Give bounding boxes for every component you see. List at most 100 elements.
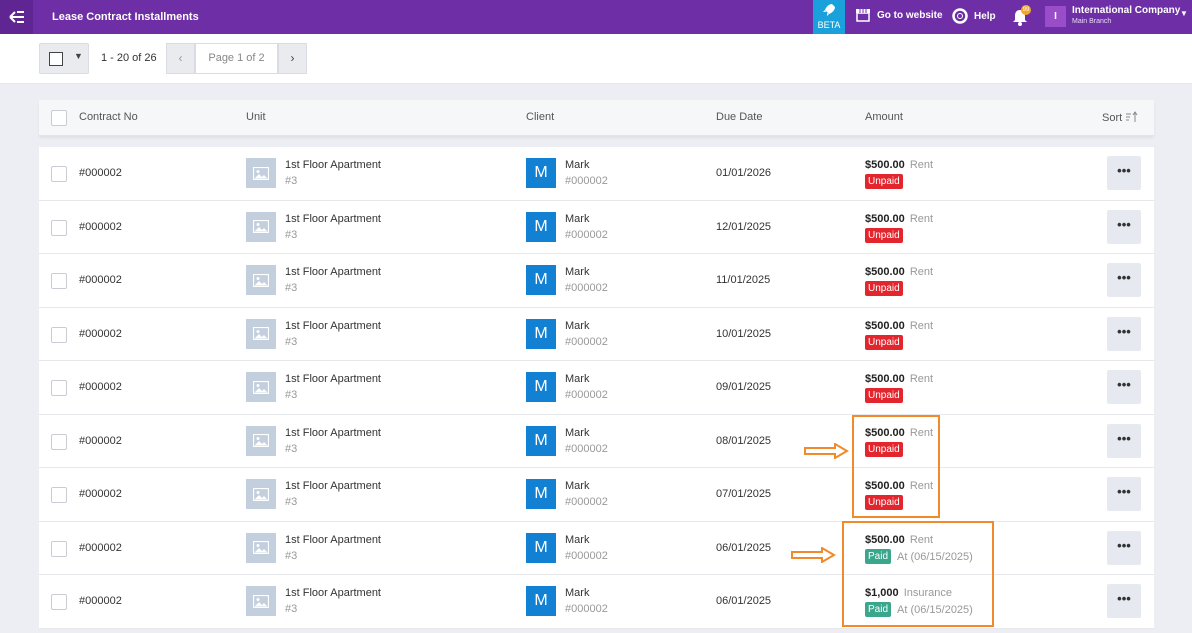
header-contract-no[interactable]: Contract No: [79, 111, 138, 123]
client-avatar: M: [526, 211, 556, 242]
row-checkbox[interactable]: [51, 594, 67, 610]
table-row[interactable]: #000002 1st Floor Apartment #3 M Mark #000002…: [39, 361, 1154, 415]
help-link[interactable]: Help: [952, 8, 996, 24]
unit-name[interactable]: 1st Floor Apartment: [285, 587, 381, 599]
company-avatar[interactable]: I: [1045, 6, 1066, 27]
table-row[interactable]: #000002 1st Floor Apartment #3 M Mark #000002…: [39, 468, 1154, 522]
more-actions-button[interactable]: •••: [1107, 316, 1141, 351]
unit-name[interactable]: 1st Floor Apartment: [285, 266, 381, 278]
client-name[interactable]: Mark: [565, 266, 590, 278]
client-name[interactable]: Mark: [565, 426, 590, 439]
due-date: 07/01/2025: [716, 488, 772, 500]
client-avatar: M: [526, 372, 556, 402]
contract-number[interactable]: #000002: [79, 488, 122, 500]
unit-image: [246, 425, 276, 456]
client-name[interactable]: Mark: [565, 480, 590, 492]
amount-value: $1,000: [865, 587, 899, 599]
row-checkbox[interactable]: [51, 540, 67, 557]
header-checkbox[interactable]: [51, 110, 67, 126]
company-switcher[interactable]: International Company Main Branch: [1072, 5, 1180, 25]
installment-type: Rent: [909, 319, 934, 332]
select-all-checkbox[interactable]: [49, 52, 63, 66]
beta-button[interactable]: BETA: [813, 0, 845, 34]
unit-name[interactable]: 1st Floor Apartment: [285, 212, 381, 225]
menu-toggle-button[interactable]: [0, 0, 33, 34]
unit-name[interactable]: 1st Floor Apartment: [285, 480, 381, 492]
more-actions-button[interactable]: •••: [1107, 584, 1141, 618]
unit-image: [246, 265, 276, 295]
sort-button[interactable]: Sort: [1102, 111, 1139, 124]
more-actions-button[interactable]: •••: [1107, 477, 1141, 511]
table-row[interactable]: #000002 1st Floor Apartment #3 M Mark #000002…: [39, 414, 1154, 468]
notification-badge: 99: [1021, 5, 1031, 15]
table-row[interactable]: #000002 1st Floor Apartment #3 M Mark #000002…: [39, 254, 1154, 308]
header-client[interactable]: Client: [526, 111, 555, 123]
contract-number[interactable]: #000002: [79, 381, 122, 393]
client-number: #000002: [565, 603, 608, 615]
unit-name[interactable]: 1st Floor Apartment: [285, 319, 381, 332]
contract-number[interactable]: #000002: [79, 434, 122, 447]
more-actions-button[interactable]: •••: [1107, 156, 1141, 190]
more-actions-button[interactable]: •••: [1107, 423, 1141, 458]
notifications-button[interactable]: 99: [1011, 5, 1031, 27]
amount: $500.00 Rent: [865, 320, 933, 332]
client-name[interactable]: Mark: [565, 319, 590, 332]
records-range: 1 - 20 of 26: [101, 52, 157, 64]
go-to-website-link[interactable]: Go to website: [855, 8, 943, 22]
header-unit[interactable]: Unit: [246, 111, 266, 123]
amount: $1,000 Insurance: [865, 587, 952, 599]
row-checkbox[interactable]: [51, 166, 67, 182]
due-date: 09/01/2025: [716, 381, 772, 393]
contract-number[interactable]: #000002: [79, 274, 122, 286]
contract-number[interactable]: #000002: [79, 595, 122, 607]
select-all-dropdown[interactable]: ▼: [39, 43, 89, 74]
more-actions-button[interactable]: •••: [1107, 370, 1141, 404]
client-name[interactable]: Mark: [565, 159, 590, 171]
unit-number: #3: [285, 549, 298, 562]
client-number: #000002: [565, 282, 608, 294]
contract-number[interactable]: #000002: [79, 327, 122, 340]
row-checkbox[interactable]: [51, 273, 67, 289]
table-row[interactable]: #000002 1st Floor Apartment #3 M Mark #000002…: [39, 307, 1154, 361]
caret-down-icon[interactable]: ▼: [1180, 9, 1188, 18]
table-row[interactable]: #000002 1st Floor Apartment #3 M Mark #000002…: [39, 147, 1154, 201]
image-placeholder-icon: [253, 487, 269, 501]
row-checkbox[interactable]: [51, 380, 67, 396]
table-row[interactable]: #000002 1st Floor Apartment #3 M Mark #000002…: [39, 200, 1154, 254]
client-name[interactable]: Mark: [565, 373, 590, 385]
row-checkbox[interactable]: [51, 487, 67, 503]
client-name[interactable]: Mark: [565, 587, 590, 599]
table-row[interactable]: #000002 1st Floor Apartment #3 M Mark #000002…: [39, 521, 1154, 575]
unit-name[interactable]: 1st Floor Apartment: [285, 533, 381, 546]
unit-name[interactable]: 1st Floor Apartment: [285, 159, 381, 171]
next-page-button[interactable]: ›: [278, 43, 307, 74]
unit-name[interactable]: 1st Floor Apartment: [285, 373, 381, 385]
row-checkbox[interactable]: [51, 433, 67, 450]
unit-name[interactable]: 1st Floor Apartment: [285, 426, 381, 439]
more-actions-button[interactable]: •••: [1107, 263, 1141, 297]
amount: $500.00 Rent: [865, 534, 933, 546]
sort-label: Sort: [1102, 112, 1123, 124]
more-actions-button[interactable]: •••: [1107, 530, 1141, 565]
table-row[interactable]: #000002 1st Floor Apartment #3 M Mark #000002…: [39, 575, 1154, 629]
paid-at-date: At (06/15/2025): [897, 550, 973, 563]
contract-number[interactable]: #000002: [79, 167, 122, 179]
more-actions-button[interactable]: •••: [1107, 209, 1141, 244]
client-name[interactable]: Mark: [565, 212, 590, 225]
client-name[interactable]: Mark: [565, 533, 590, 546]
chevron-down-icon[interactable]: ▼: [74, 51, 83, 61]
row-checkbox[interactable]: [51, 326, 67, 343]
page-title: Lease Contract Installments: [52, 11, 199, 23]
previous-page-button[interactable]: ‹: [166, 43, 195, 74]
installment-type: Insurance: [903, 587, 953, 599]
header-amount[interactable]: Amount: [865, 111, 903, 123]
amount-value: $500.00: [865, 159, 905, 171]
contract-number[interactable]: #000002: [79, 220, 122, 233]
header-due-date[interactable]: Due Date: [716, 111, 763, 123]
page-input[interactable]: Page 1 of 2: [195, 43, 278, 74]
image-placeholder-icon: [253, 541, 269, 554]
row-checkbox[interactable]: [51, 219, 67, 236]
client-avatar: M: [526, 532, 556, 563]
due-date: 06/01/2025: [716, 595, 772, 607]
contract-number[interactable]: #000002: [79, 541, 122, 554]
